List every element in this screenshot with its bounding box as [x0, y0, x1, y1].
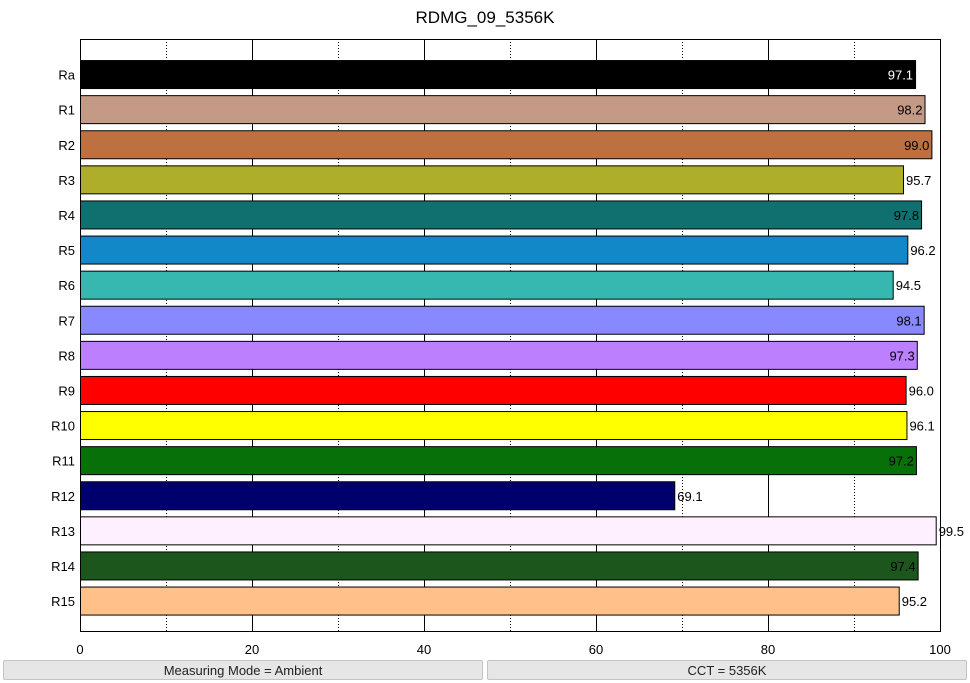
- bar-r9: [80, 375, 907, 405]
- status-bar: Measuring Mode = Ambient CCT = 5356K: [0, 658, 970, 683]
- data-label-r3: 95.7: [906, 173, 931, 188]
- data-label-r5: 96.2: [910, 243, 935, 258]
- chart-title: RDMG_09_5356K: [416, 8, 556, 27]
- category-label-r1: R1: [58, 103, 75, 118]
- category-label-ra: Ra: [58, 68, 75, 83]
- data-label-r1: 98.2: [897, 103, 922, 118]
- x-tick-labels: 0 20 40 60 80 100: [76, 642, 950, 657]
- data-label-r15: 95.2: [902, 594, 927, 609]
- x-tick-label: 100: [929, 642, 951, 657]
- data-label-r13: 99.5: [939, 524, 964, 539]
- category-label-r12: R12: [51, 489, 75, 504]
- bar-r8: [80, 340, 918, 370]
- bar-r7: [80, 305, 925, 335]
- cri-bar-chart: RDMG_09_5356K 97.1 98.2 99.0 95.7 97.8 96.2 94…: [51, 8, 964, 657]
- data-label-r4: 97.8: [894, 208, 919, 223]
- measuring-mode-status: Measuring Mode = Ambient: [3, 660, 483, 680]
- bar-ra: [80, 60, 917, 90]
- bar-r1: [80, 95, 926, 125]
- data-label-r10: 96.1: [909, 419, 934, 434]
- category-label-r6: R6: [58, 278, 75, 293]
- category-label-r3: R3: [58, 173, 75, 188]
- cct-status: CCT = 5356K: [487, 660, 967, 680]
- bar-r6: [80, 270, 894, 300]
- data-label-r2: 99.0: [904, 138, 929, 153]
- data-label-r7: 98.1: [896, 313, 921, 328]
- category-labels: Ra R1 R2 R3 R4 R5 R6 R7 R8 R9 R10 R11 R12 R13 R14 R15: [51, 68, 76, 609]
- bar-r4: [80, 200, 923, 230]
- category-label-r9: R9: [58, 383, 75, 398]
- category-label-r8: R8: [58, 348, 75, 363]
- category-label-r7: R7: [58, 313, 75, 328]
- data-label-r9: 96.0: [909, 383, 934, 398]
- x-tick-label: 40: [417, 642, 431, 657]
- category-label-r13: R13: [51, 524, 75, 539]
- x-tick-label: 60: [589, 642, 603, 657]
- bar-r5: [80, 235, 909, 265]
- data-label-r12: 69.1: [677, 489, 702, 504]
- bar-r2: [80, 130, 933, 160]
- x-tick-label: 0: [76, 642, 83, 657]
- x-tick-label: 80: [761, 642, 775, 657]
- data-label-r8: 97.3: [889, 348, 914, 363]
- bar-r12: [80, 481, 676, 511]
- bars: 97.1 98.2 99.0 95.7 97.8 96.2 94.5 98.1 97.3 96.0…: [80, 60, 964, 616]
- x-tick-label: 20: [245, 642, 259, 657]
- category-label-r5: R5: [58, 243, 75, 258]
- plot-frame: [80, 39, 941, 632]
- category-label-r2: R2: [58, 138, 75, 153]
- category-label-r11: R11: [52, 454, 75, 469]
- data-label-r14: 97.4: [890, 559, 915, 574]
- bar-r14: [80, 551, 919, 581]
- data-label-ra: 97.1: [888, 68, 913, 83]
- bar-r11: [80, 446, 917, 476]
- data-label-r6: 94.5: [896, 278, 921, 293]
- bar-r15: [80, 586, 900, 616]
- bar-r13: [80, 516, 937, 546]
- category-label-r4: R4: [58, 208, 75, 223]
- category-label-r15: R15: [51, 594, 75, 609]
- category-label-r10: R10: [51, 419, 75, 434]
- bar-r10: [80, 411, 908, 441]
- category-label-r14: R14: [51, 559, 75, 574]
- data-label-r11: 97.2: [889, 454, 914, 469]
- bar-r3: [80, 165, 905, 195]
